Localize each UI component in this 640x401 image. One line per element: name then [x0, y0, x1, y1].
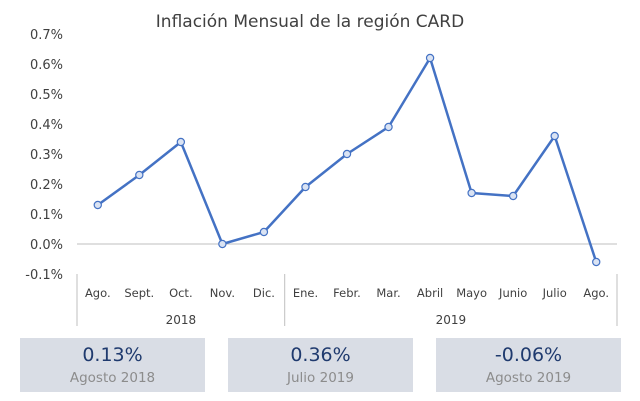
category-label: Ago. — [583, 286, 609, 300]
kpi-value: 0.13% — [82, 344, 143, 366]
y-tick-label: -0.1% — [25, 268, 63, 283]
kpi-value: -0.06% — [494, 344, 563, 366]
data-point — [384, 122, 393, 132]
y-tick-label: 0.2% — [30, 178, 63, 193]
kpi-label: Agosto 2018 — [69, 370, 156, 386]
category-label: Mar. — [376, 286, 400, 300]
series-line — [97, 56, 598, 263]
y-axis-ticks: 0.7% 0.6% 0.5% 0.4% 0.3% 0.2% 0.1% 0.0% -0.1% — [25, 28, 63, 283]
category-label: Julio — [542, 286, 567, 300]
y-tick-label: 0.3% — [30, 148, 63, 163]
y-tick-label: 0.1% — [30, 208, 63, 223]
series-inflation — [93, 53, 601, 267]
kpi-value: 0.36% — [290, 344, 351, 366]
data-point — [508, 191, 518, 201]
data-point — [425, 53, 435, 63]
axes — [76, 243, 618, 326]
data-point — [342, 149, 352, 159]
y-tick-label: 0.0% — [30, 238, 63, 253]
data-point — [218, 239, 227, 249]
data-point — [93, 200, 102, 210]
kpi-card-jul-2019: 0.36% Julio 2019 — [228, 338, 413, 392]
data-point — [467, 188, 476, 198]
category-label: Sept. — [124, 286, 154, 300]
category-label: Junio — [498, 286, 527, 300]
chart-title: Inflación Mensual de la región CARD — [156, 12, 464, 32]
y-tick-label: 0.4% — [30, 118, 63, 133]
category-label: Ago. — [85, 286, 111, 300]
kpi-card-aug-2018: 0.13% Agosto 2018 — [20, 338, 205, 392]
data-point — [176, 137, 186, 147]
kpi-label: Julio 2019 — [287, 370, 354, 386]
category-label: Mayo — [456, 286, 487, 300]
data-point — [259, 227, 269, 237]
data-point — [592, 257, 601, 267]
category-label: Abril — [417, 286, 443, 300]
y-tick-label: 0.7% — [30, 28, 63, 43]
x-axis-years: 2018 2019 — [166, 313, 467, 327]
data-point — [301, 182, 310, 192]
data-point — [550, 131, 559, 141]
y-tick-label: 0.5% — [30, 88, 63, 103]
category-label: Oct. — [169, 286, 193, 300]
kpi-label: Agosto 2019 — [485, 370, 572, 386]
category-label: Ene. — [293, 286, 318, 300]
category-label: Dic. — [253, 286, 275, 300]
kpi-card-aug-2019: -0.06% Agosto 2019 — [436, 338, 621, 392]
x-axis-categories: Ago. Sept. Oct. Nov. Dic. Ene. Febr. Mar. Abril M… — [85, 286, 609, 300]
y-tick-label: 0.6% — [30, 58, 63, 73]
inflation-line-chart: Inflación Mensual de la región CARD 0.7%… — [25, 12, 618, 327]
year-label: 2018 — [166, 313, 197, 327]
category-label: Nov. — [210, 286, 235, 300]
category-label: Febr. — [333, 286, 361, 300]
data-point — [135, 170, 144, 180]
year-label: 2019 — [436, 313, 467, 327]
